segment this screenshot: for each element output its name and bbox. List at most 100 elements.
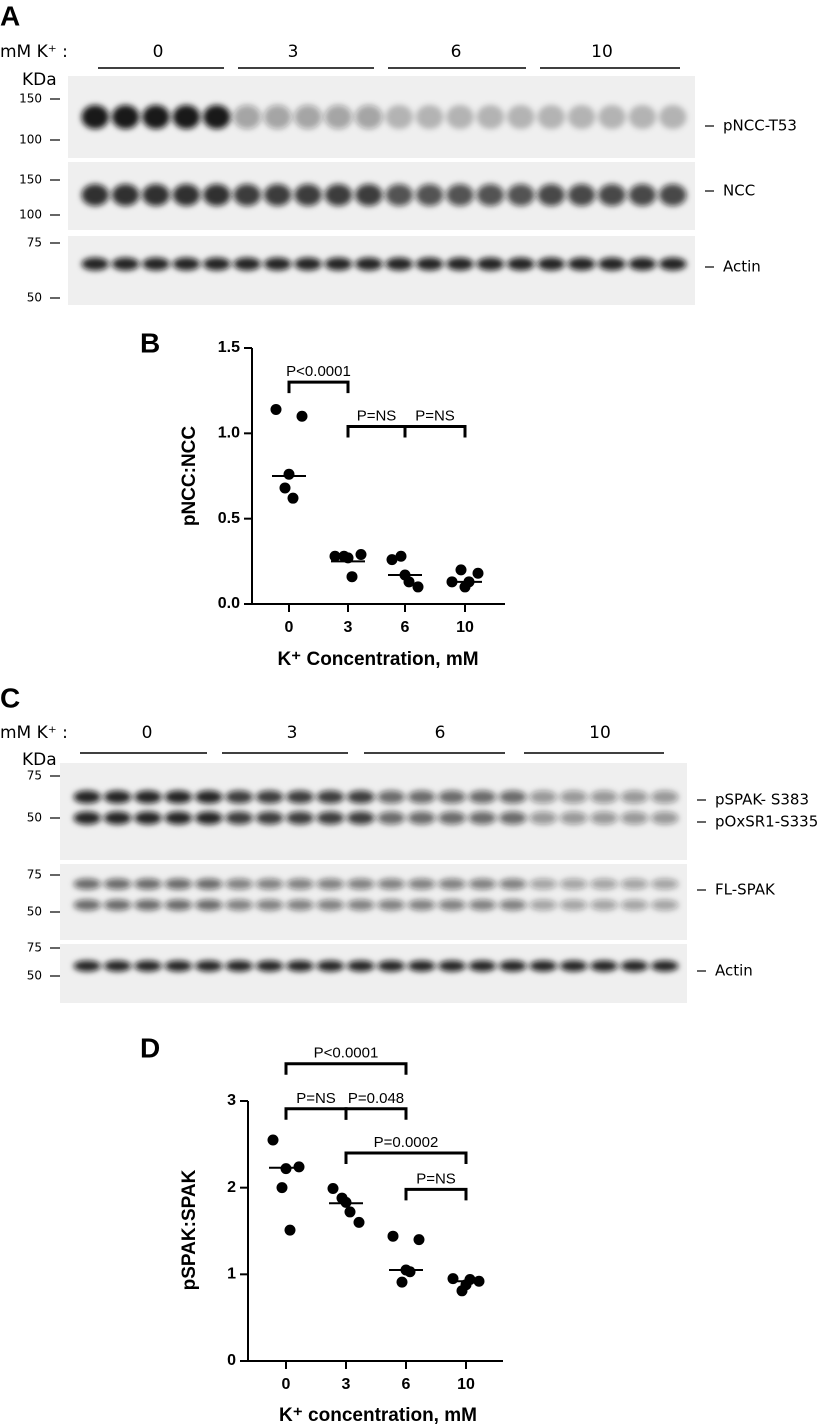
band	[73, 878, 101, 890]
data-point	[404, 1266, 416, 1278]
band	[347, 960, 375, 972]
band	[468, 878, 497, 890]
band	[620, 878, 649, 890]
blot-image	[68, 236, 695, 305]
band	[255, 899, 284, 911]
band	[111, 105, 140, 129]
group-label: 10	[589, 723, 611, 743]
band	[446, 184, 474, 206]
x-tick-label: 0	[285, 619, 294, 636]
size-marker: 150	[19, 92, 42, 106]
data-point	[403, 576, 415, 588]
band	[195, 899, 223, 911]
band	[172, 257, 201, 271]
significance-bracket	[284, 1062, 408, 1075]
significance-bracket	[403, 425, 467, 438]
band	[385, 184, 413, 206]
band	[263, 184, 292, 206]
significance-label: P<0.0001	[286, 363, 351, 380]
data-point	[412, 581, 424, 593]
band	[286, 811, 314, 825]
band	[559, 960, 588, 972]
band	[347, 811, 375, 825]
band	[529, 960, 557, 972]
blot-bands	[73, 790, 679, 825]
kda-label: KDa	[22, 70, 57, 90]
data-point	[472, 567, 484, 579]
band	[499, 811, 527, 825]
data-point	[464, 1274, 476, 1286]
band	[438, 960, 466, 972]
size-marker: 75	[27, 769, 42, 783]
band	[559, 899, 588, 911]
band	[225, 960, 253, 972]
group-label: 0	[153, 42, 164, 62]
band	[355, 105, 383, 129]
x-tick-label: 6	[402, 1376, 411, 1393]
band	[651, 960, 679, 972]
band	[316, 811, 345, 825]
band	[164, 899, 193, 911]
band	[263, 257, 292, 271]
significance-bracket	[284, 1107, 348, 1120]
band	[255, 790, 284, 804]
size-marker: 50	[27, 811, 42, 825]
band	[590, 899, 618, 911]
size-marker: 50	[27, 905, 42, 919]
band	[529, 811, 557, 825]
band	[164, 960, 193, 972]
group-label: 6	[451, 42, 462, 62]
band	[195, 878, 223, 890]
band	[324, 257, 353, 271]
band	[620, 960, 649, 972]
size-marker: 100	[19, 133, 42, 147]
band	[255, 811, 284, 825]
band	[415, 257, 444, 271]
band	[377, 960, 405, 972]
band	[628, 105, 657, 129]
y-axis-title: pNCC:NCC	[179, 426, 200, 527]
band	[73, 811, 101, 825]
band	[628, 257, 657, 271]
band	[172, 184, 201, 206]
band	[134, 899, 162, 911]
band	[103, 878, 132, 890]
band	[73, 960, 101, 972]
y-axis-title: pSPAK:SPAK	[179, 1169, 200, 1290]
band	[225, 878, 253, 890]
band	[263, 105, 292, 129]
band	[407, 899, 436, 911]
band	[81, 257, 109, 271]
band	[651, 790, 679, 804]
band	[347, 899, 375, 911]
blot-label: FL-SPAK	[715, 881, 776, 899]
band	[377, 790, 405, 804]
band	[385, 257, 413, 271]
band	[507, 257, 535, 271]
data-point	[338, 550, 350, 562]
band	[164, 811, 193, 825]
y-tick-label: 3	[227, 1092, 236, 1109]
data-point	[413, 1234, 425, 1246]
significance-label: P=NS	[357, 407, 397, 424]
band	[651, 899, 679, 911]
significance-label: P=NS	[296, 1090, 336, 1107]
size-marker: 100	[19, 208, 42, 222]
band	[537, 184, 565, 206]
band	[355, 257, 383, 271]
band	[324, 184, 353, 206]
band	[529, 790, 557, 804]
band	[499, 960, 527, 972]
band	[316, 878, 345, 890]
group-label: 10	[591, 42, 613, 62]
band	[476, 257, 505, 271]
band	[620, 790, 649, 804]
band	[377, 878, 405, 890]
panel-letter: B	[140, 327, 160, 358]
x-tick-label: 6	[401, 619, 410, 636]
band	[164, 790, 193, 804]
band	[347, 878, 375, 890]
band	[499, 899, 527, 911]
significance-label: P=0.0002	[374, 1134, 439, 1151]
band	[111, 257, 140, 271]
